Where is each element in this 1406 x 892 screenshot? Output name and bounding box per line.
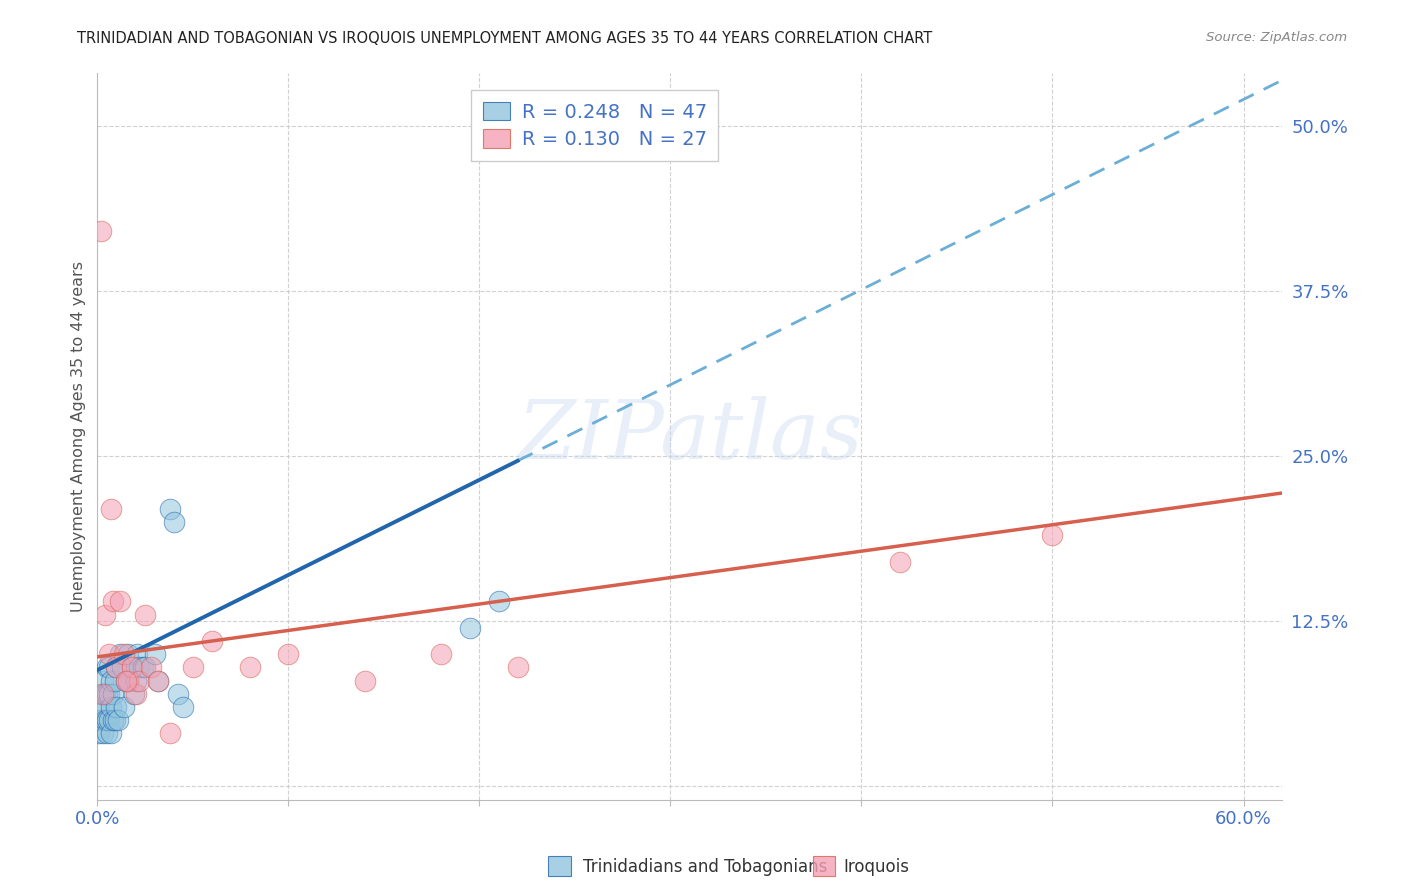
Point [107,713,129,727]
Point [458,621,481,635]
Point [96,713,118,727]
Point [115,673,138,688]
Point [105,660,128,674]
Point [100,726,122,740]
Point [148,673,170,688]
Point [101,687,124,701]
Point [488,594,510,608]
Point [100,502,122,516]
Point [115,673,138,688]
Point [110,594,132,608]
Point [117,673,139,688]
Point [121,660,143,674]
Point [100,673,122,688]
Point [101,713,124,727]
Point [124,673,146,688]
Point [97,713,120,727]
Point [353,673,375,688]
Point [148,673,170,688]
Text: Iroquois: Iroquois [844,858,910,876]
Point [159,502,181,516]
Text: TRINIDADIAN AND TOBAGONIAN VS IROQUOIS UNEMPLOYMENT AMONG AGES 35 TO 44 YEARS CO: TRINIDADIAN AND TOBAGONIAN VS IROQUOIS U… [77,31,932,46]
Point [163,515,186,529]
Legend: R = 0.248   N = 47, R = 0.130   N = 27: R = 0.248 N = 47, R = 0.130 N = 27 [471,90,718,161]
Text: ZIPatlas: ZIPatlas [517,396,862,476]
Point [121,660,143,674]
Point [117,673,139,688]
Point [96,660,118,674]
Point [166,687,188,701]
Point [124,687,146,701]
Point [134,607,156,622]
Point [134,660,156,674]
Point [91,700,114,714]
Point [128,660,150,674]
Point [1042,528,1064,542]
Point [96,726,118,740]
Point [89,726,111,740]
Point [506,660,529,674]
Point [112,700,135,714]
Point [90,713,112,727]
Point [277,647,299,661]
Point [105,700,128,714]
Point [90,225,112,239]
Point [91,687,114,701]
Point [110,647,132,661]
Point [122,687,145,701]
Point [94,713,117,727]
Point [117,647,139,661]
Point [201,634,224,648]
Point [94,607,117,622]
Point [90,687,112,701]
Point [239,660,262,674]
Point [96,687,118,701]
Point [181,660,204,674]
Point [100,700,122,714]
Point [112,647,135,661]
Text: Trinidadians and Tobagonians: Trinidadians and Tobagonians [583,858,828,876]
Point [101,594,124,608]
Point [89,700,111,714]
Point [159,726,181,740]
Point [172,700,194,714]
Point [91,673,114,688]
Point [889,555,911,569]
Point [97,687,120,701]
Point [97,660,120,674]
Point [128,673,150,688]
Point [91,726,114,740]
Point [143,647,166,661]
Y-axis label: Unemployment Among Ages 35 to 44 years: Unemployment Among Ages 35 to 44 years [72,260,86,612]
Point [97,647,120,661]
Text: Source: ZipAtlas.com: Source: ZipAtlas.com [1206,31,1347,45]
Point [430,647,453,661]
Point [105,660,128,674]
Point [94,687,117,701]
Point [127,647,149,661]
Point [111,660,134,674]
Point [139,660,162,674]
Point [132,660,155,674]
Point [103,713,125,727]
Point [103,673,125,688]
